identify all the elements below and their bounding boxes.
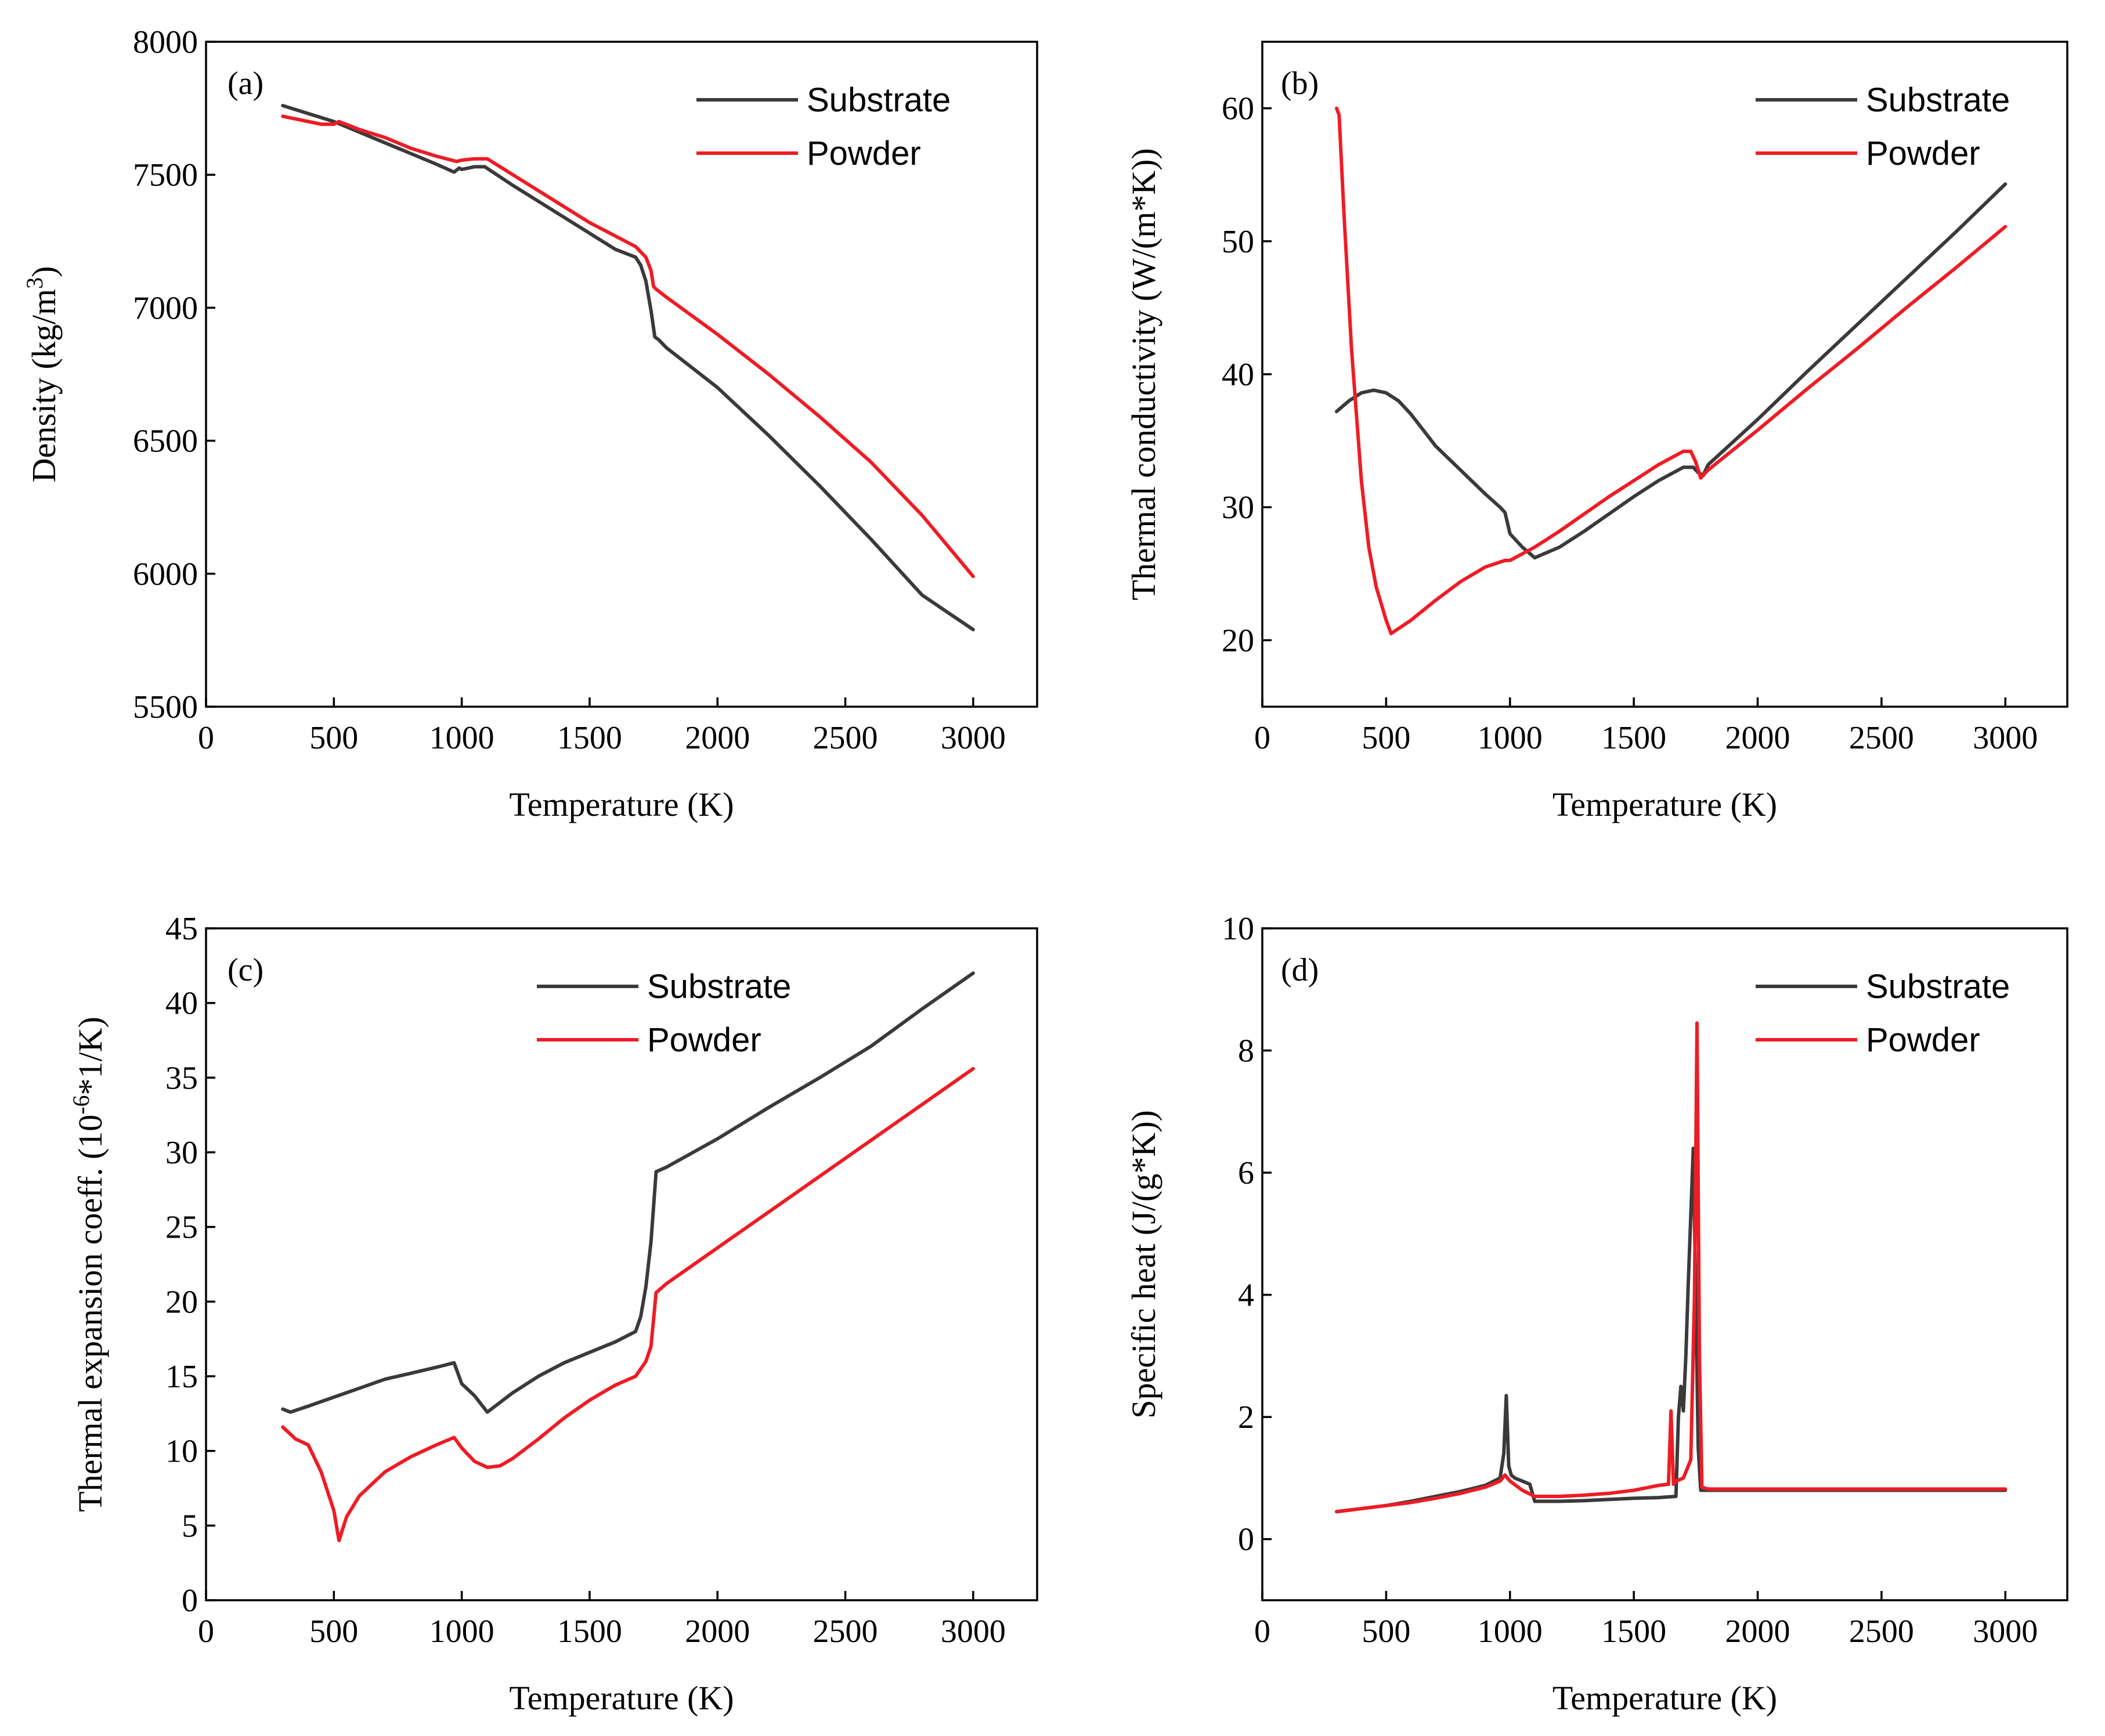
x-tick-label: 0 (1254, 720, 1270, 756)
plot-frame (205, 927, 1038, 1601)
panel-label: (d) (1281, 952, 1319, 988)
x-tick-label: 2500 (1849, 720, 1914, 756)
y-tick-label: 8000 (133, 24, 198, 60)
y-tick-label: 7000 (133, 290, 198, 326)
x-axis-title: Temperature (K) (1552, 1679, 1777, 1717)
series-line-powder (281, 114, 975, 578)
legend-label-substrate: Substrate (807, 81, 951, 119)
y-tick-label: 6 (1238, 1155, 1254, 1191)
y-tick-label: 5500 (133, 689, 198, 725)
series-line-substrate (1335, 182, 2007, 560)
y-tick-label: 10 (165, 1434, 198, 1470)
panel-b: 0 500 1000 1500 2000 2500 3000 20 30 40 50 60 Temper… (1125, 41, 2068, 823)
legend-label-powder: Powder (647, 1021, 761, 1059)
x-axis-title: Temperature (K) (1552, 786, 1777, 823)
y-tick-label: 5 (182, 1508, 198, 1544)
y-tick-label: 8 (1238, 1033, 1254, 1069)
y-tick-label: 20 (165, 1284, 198, 1320)
x-tick-label: 3000 (1973, 1614, 2038, 1650)
x-tick-label: 500 (309, 720, 358, 756)
x-tick-label: 500 (1362, 720, 1410, 756)
x-tick-label: 0 (198, 720, 214, 756)
x-tick-label: 1000 (429, 720, 494, 756)
x-tick-label: 500 (309, 1614, 358, 1650)
x-tick-label: 1000 (1478, 720, 1543, 756)
panel-label: (c) (228, 952, 263, 988)
y-tick-label: 0 (182, 1583, 198, 1619)
y-tick-label: 10 (1222, 911, 1254, 947)
x-tick-label: 3000 (941, 720, 1006, 756)
y-tick-label: 25 (165, 1210, 198, 1246)
y-axis-title: Specific heat (J/(g*K)) (1125, 1110, 1162, 1418)
y-tick-label: 7500 (133, 157, 198, 193)
plot-frame (205, 41, 1038, 708)
series-line-powder (1335, 1021, 2007, 1514)
x-tick-label: 2000 (1725, 720, 1790, 756)
y-tick-label: 60 (1222, 91, 1254, 127)
x-tick-label: 1500 (1601, 1614, 1666, 1650)
legend-label-powder: Powder (1866, 1021, 1980, 1059)
x-tick-label: 2000 (685, 720, 750, 756)
y-axis-title: Density (kg/m3) (21, 266, 63, 483)
y-tick-label: 45 (165, 911, 198, 947)
y-tick-label: 0 (1238, 1522, 1254, 1558)
panel-label: (a) (228, 66, 263, 102)
y-tick-label: 20 (1222, 623, 1254, 659)
x-axis-title: Temperature (K) (509, 786, 734, 823)
x-tick-label: 3000 (941, 1614, 1006, 1650)
x-axis-title: Temperature (K) (509, 1679, 734, 1717)
y-tick-label: 50 (1222, 224, 1254, 260)
y-tick-label: 35 (165, 1060, 198, 1096)
y-tick-label: 40 (165, 986, 198, 1022)
x-tick-label: 0 (198, 1614, 214, 1650)
x-tick-label: 500 (1362, 1614, 1410, 1650)
x-tick-label: 3000 (1973, 720, 2038, 756)
panel-c: 0 500 1000 1500 2000 2500 3000 0 5 10 15 20 25 30 35 40… (68, 911, 1038, 1717)
panel-d: 0 500 1000 1500 2000 2500 3000 0 2 4 6 8 10 Temperatu… (1125, 911, 2068, 1717)
x-tick-label: 0 (1254, 1614, 1270, 1650)
series-line-powder (1335, 106, 2007, 635)
x-tick-label: 2000 (1725, 1614, 1790, 1650)
x-tick-label: 1500 (1601, 720, 1666, 756)
panel-a: 0 500 1000 1500 2000 2500 3000 5500 6000 6500 7000… (21, 24, 1038, 823)
x-tick-label: 2500 (813, 1614, 878, 1650)
legend-label-substrate: Substrate (1866, 968, 2010, 1006)
y-tick-label: 15 (165, 1359, 198, 1395)
panel-label: (b) (1281, 66, 1319, 102)
legend-label-powder: Powder (1866, 135, 1980, 172)
series-line-substrate (281, 104, 975, 632)
y-tick-label: 30 (1222, 490, 1254, 526)
y-axis-title: Thermal conductivity (W/(m*K)) (1125, 148, 1162, 601)
x-tick-label: 2500 (813, 720, 878, 756)
x-tick-label: 1500 (557, 720, 622, 756)
legend-label-substrate: Substrate (647, 968, 791, 1006)
series-line-substrate (281, 971, 975, 1414)
y-tick-label: 30 (165, 1135, 198, 1171)
y-tick-label: 2 (1238, 1399, 1254, 1435)
y-tick-label: 6000 (133, 556, 198, 592)
x-tick-label: 1500 (557, 1614, 622, 1650)
y-axis-title: Thermal expansion coeff. (10-6*1/K) (68, 1017, 109, 1512)
y-tick-label: 6500 (133, 424, 198, 460)
plot-frame (1261, 927, 2068, 1601)
y-tick-label: 40 (1222, 357, 1254, 393)
series-line-powder (281, 1066, 975, 1543)
legend-label-substrate: Substrate (1866, 81, 2010, 119)
legend-label-powder: Powder (807, 135, 921, 172)
x-tick-label: 1000 (1478, 1614, 1543, 1650)
x-tick-label: 1000 (429, 1614, 494, 1650)
series-line-substrate (1335, 1147, 2007, 1514)
x-tick-label: 2000 (685, 1614, 750, 1650)
x-tick-label: 2500 (1849, 1614, 1914, 1650)
y-tick-label: 4 (1238, 1278, 1254, 1314)
